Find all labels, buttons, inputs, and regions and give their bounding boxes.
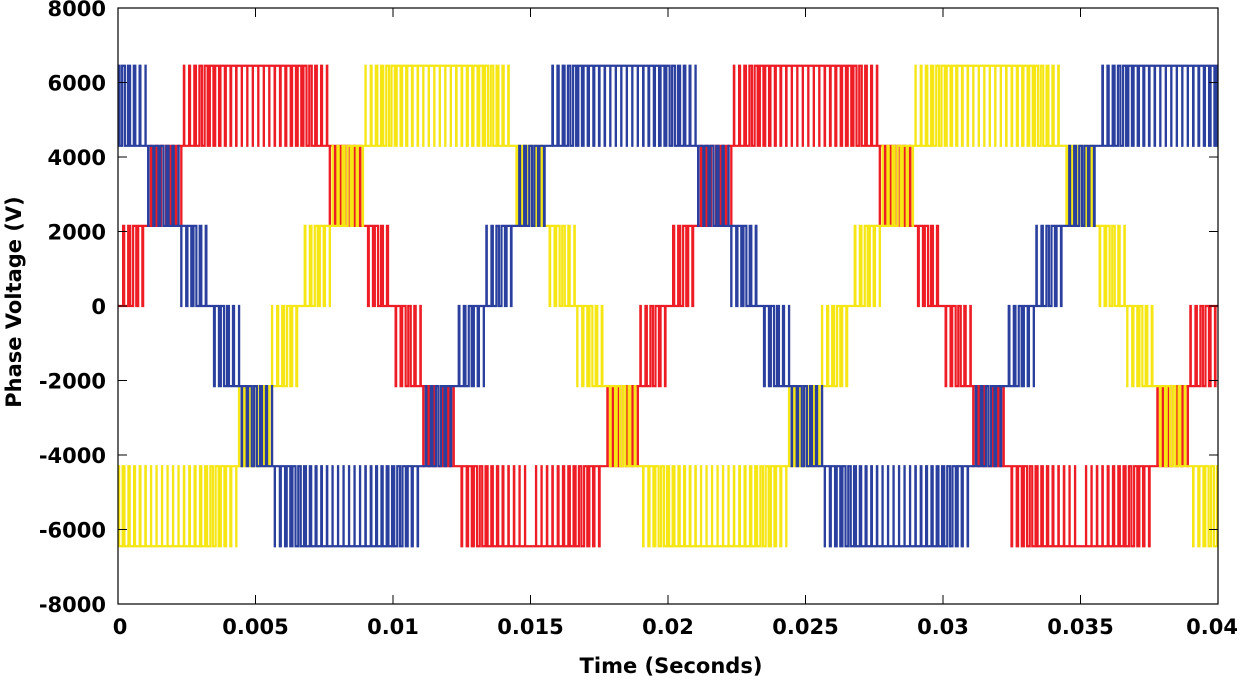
y-tick-label: 6000 — [48, 72, 106, 96]
x-tick-label: 0.03 — [917, 615, 969, 639]
x-tick-label: 0.035 — [1047, 615, 1113, 639]
y-tick-label: 8000 — [48, 0, 106, 21]
series-line-2 — [118, 64, 1218, 548]
x-tick-label: 0.02 — [642, 615, 694, 639]
x-tick-label: 0.01 — [367, 615, 419, 639]
y-tick-label: -2000 — [39, 370, 106, 394]
y-axis-title: Phase Voltage (V) — [2, 196, 26, 408]
y-tick-label: 2000 — [48, 221, 106, 245]
y-tick-label: -6000 — [39, 519, 106, 543]
x-tick-label: 0 — [113, 615, 128, 639]
y-tick-label: 4000 — [48, 146, 106, 170]
y-tick-label: 0 — [91, 295, 106, 319]
y-tick-label: -8000 — [39, 593, 106, 617]
series-line-3 — [118, 64, 1218, 548]
series-line-1 — [118, 64, 1218, 548]
x-tick-label: 0.04 — [1186, 615, 1238, 639]
axis-ticks — [117, 7, 1219, 605]
x-tick-label: 0.005 — [222, 615, 288, 639]
y-tick-labels: 8000 6000 4000 2000 0 -2000 -4000 -6000 -8000 — [39, 0, 106, 617]
y-tick-label: -4000 — [39, 444, 106, 468]
x-tick-label: 0.025 — [772, 615, 838, 639]
plot-area — [118, 64, 1218, 548]
x-axis-title: Time (Seconds) — [580, 654, 763, 678]
x-tick-label: 0.015 — [497, 615, 563, 639]
x-tick-labels: 0 0.005 0.01 0.015 0.02 0.025 0.03 0.035 0.04 — [113, 615, 1238, 639]
